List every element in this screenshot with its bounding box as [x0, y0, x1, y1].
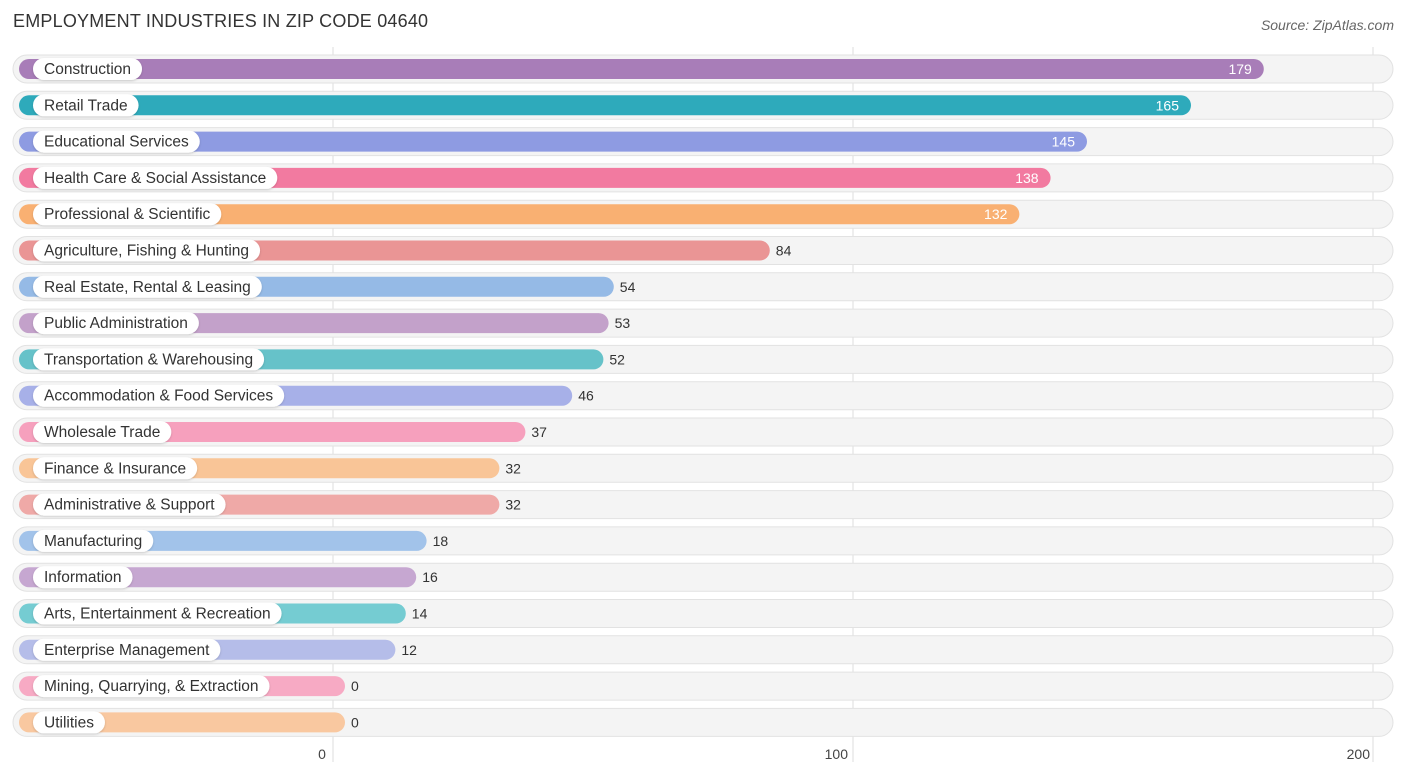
category-label-pill	[33, 275, 262, 298]
bar-row: Retail Trade 165	[12, 90, 1394, 120]
bar-row: Transportation & Warehousing 52	[12, 344, 1394, 374]
category-label-pill	[33, 602, 282, 625]
bar-row: Professional & Scientific 132	[12, 199, 1394, 229]
value-label: 18	[433, 533, 449, 549]
x-tick-label: 200	[1347, 746, 1371, 762]
category-label: Public Administration	[44, 315, 188, 332]
bar-row: Utilities 0	[12, 707, 1394, 737]
category-label: Mining, Quarrying, & Extraction	[44, 678, 259, 695]
x-tick-label: 100	[825, 746, 849, 762]
category-label: Wholesale Trade	[44, 424, 160, 441]
bar	[19, 59, 1264, 79]
row-background	[12, 671, 1394, 701]
category-label: Utilities	[44, 714, 94, 731]
value-label: 0	[351, 678, 359, 694]
category-label-pill	[33, 638, 221, 661]
value-label: 14	[412, 606, 428, 622]
category-label: Accommodation & Food Services	[44, 388, 273, 405]
bar-row: Enterprise Management 12	[12, 635, 1394, 665]
category-label: Manufacturing	[44, 533, 142, 550]
bar-row: Mining, Quarrying, & Extraction 0	[12, 671, 1394, 701]
bar-row: Arts, Entertainment & Recreation 14	[12, 599, 1394, 628]
category-label-pill	[33, 493, 226, 516]
bar	[19, 95, 1191, 116]
category-label: Transportation & Warehousing	[44, 351, 253, 368]
value-label: 53	[615, 315, 631, 331]
category-label-pill	[33, 384, 285, 407]
category-label-pill	[33, 675, 270, 698]
category-label: Agriculture, Fishing & Hunting	[44, 243, 249, 260]
bar-row: Real Estate, Rental & Leasing 54	[12, 272, 1394, 302]
category-label: Health Care & Social Assistance	[44, 170, 266, 187]
bar-row: Accommodation & Food Services 46	[12, 381, 1394, 411]
bar-row: Wholesale Trade 37	[12, 417, 1394, 447]
value-label: 132	[984, 206, 1008, 222]
value-label: 12	[401, 642, 417, 658]
category-label-pill	[33, 348, 265, 371]
bar-row: Information 16	[12, 562, 1394, 592]
value-label: 16	[422, 569, 438, 585]
value-label: 0	[351, 714, 359, 730]
value-label: 37	[531, 424, 547, 440]
category-label-pill	[33, 166, 278, 189]
category-label: Educational Services	[44, 134, 189, 151]
bar-row: Finance & Insurance 32	[12, 453, 1394, 483]
value-label: 138	[1015, 170, 1039, 186]
chart-title: EMPLOYMENT INDUSTRIES IN ZIP CODE 04640	[13, 11, 429, 31]
bar-row: Public Administration 53	[12, 308, 1394, 338]
category-label-pill	[33, 312, 199, 335]
category-label-pill	[33, 94, 139, 117]
category-label-pill	[33, 529, 154, 552]
category-label-pill	[33, 58, 143, 80]
value-label: 46	[578, 388, 594, 404]
x-tick-label: 0	[318, 746, 326, 762]
category-label-pill	[33, 566, 133, 589]
bar	[19, 167, 1051, 188]
value-label: 54	[620, 279, 636, 295]
category-label: Enterprise Management	[44, 642, 210, 659]
category-label: Construction	[44, 61, 131, 78]
value-label: 32	[505, 497, 521, 513]
value-label: 52	[609, 351, 625, 367]
category-label-pill	[33, 239, 261, 262]
category-label: Information	[44, 569, 122, 586]
bar	[19, 204, 1020, 225]
category-label-pill	[33, 457, 198, 480]
bar-row: Agriculture, Fishing & Hunting 84	[12, 236, 1394, 265]
bar-row: Construction 179	[12, 54, 1394, 84]
row-background	[12, 707, 1394, 737]
bar-row: Health Care & Social Assistance 138	[12, 163, 1394, 193]
category-label: Professional & Scientific	[44, 206, 211, 223]
source-label: Source: ZipAtlas.com	[1260, 17, 1394, 33]
category-label: Finance & Insurance	[44, 460, 186, 477]
bar-row: Manufacturing 18	[12, 526, 1394, 556]
category-label-pill	[33, 711, 105, 734]
category-label-pill	[33, 130, 200, 153]
value-label: 165	[1156, 97, 1180, 113]
category-label: Retail Trade	[44, 97, 128, 114]
value-label: 145	[1052, 134, 1076, 150]
value-label: 32	[505, 460, 521, 476]
bar	[19, 131, 1087, 152]
bar-row: Educational Services 145	[12, 127, 1394, 157]
category-label: Arts, Entertainment & Recreation	[44, 606, 271, 623]
value-label: 84	[776, 243, 792, 259]
category-label: Administrative & Support	[44, 497, 215, 514]
value-label: 179	[1228, 61, 1252, 77]
category-label-pill	[33, 421, 172, 443]
bar-row: Administrative & Support 32	[12, 490, 1394, 520]
category-label: Real Estate, Rental & Leasing	[44, 279, 251, 296]
category-label-pill	[33, 203, 222, 226]
